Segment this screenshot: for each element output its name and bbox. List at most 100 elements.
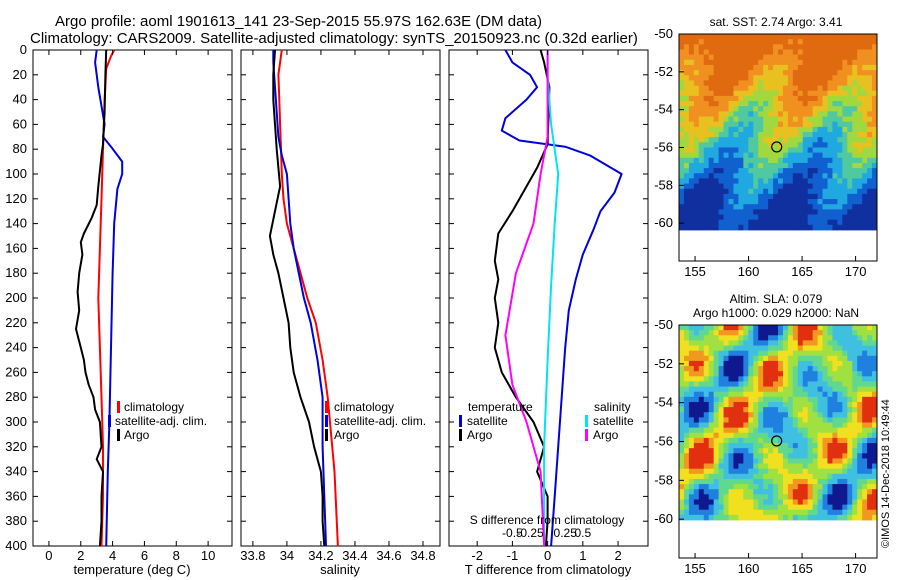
map-cell	[718, 499, 724, 505]
map-cell	[693, 489, 700, 495]
map-cell	[778, 350, 784, 357]
map-cell	[827, 504, 833, 511]
map-cell	[842, 463, 848, 470]
map-cell	[713, 489, 719, 495]
map-cell	[817, 453, 823, 459]
map-cell	[718, 381, 724, 387]
map-cell	[837, 463, 843, 470]
map-cell	[778, 116, 784, 123]
map-cell	[738, 478, 744, 485]
map-cell	[698, 417, 705, 423]
map-cell	[733, 137, 739, 143]
map-cell	[773, 407, 779, 413]
map-cell	[837, 204, 843, 210]
map-cell	[773, 157, 779, 164]
map-cell	[713, 116, 719, 123]
map-cell	[738, 412, 744, 418]
map-cell	[683, 162, 690, 169]
map-cell	[857, 396, 863, 403]
map-cell	[857, 366, 863, 372]
map-cell	[867, 453, 873, 459]
map-cell	[708, 137, 715, 143]
map-cell	[807, 168, 814, 174]
map-cell	[862, 345, 868, 352]
map-cell	[708, 453, 715, 459]
map-cell	[797, 188, 804, 195]
map-cell	[698, 142, 705, 148]
map-cell	[748, 157, 754, 164]
map-cell	[683, 325, 690, 331]
legend-label-climatology: climatology	[124, 400, 184, 414]
map-cell	[679, 80, 685, 86]
map-cell	[842, 453, 848, 459]
map-cell	[787, 95, 794, 102]
map-cell	[872, 142, 878, 148]
map-cell	[847, 111, 853, 117]
map-cell	[822, 463, 828, 470]
map-cell	[738, 183, 744, 190]
map-cell	[872, 514, 878, 521]
map-cell	[842, 325, 848, 331]
x-tick-label: 8	[173, 548, 180, 563]
map-cell	[773, 509, 779, 516]
map-cell	[708, 396, 715, 403]
map-cell	[842, 366, 848, 372]
map-cell	[802, 335, 809, 341]
map-cell	[817, 494, 823, 500]
map-cell	[683, 391, 690, 398]
map-cell	[763, 85, 769, 92]
map-cell	[733, 173, 739, 179]
map-cell	[797, 391, 804, 398]
map-cell	[837, 499, 843, 505]
map-cell	[693, 514, 700, 521]
map-cell	[768, 417, 774, 423]
map-cell	[679, 147, 685, 154]
map-cell	[778, 178, 784, 184]
map-cell	[679, 34, 685, 40]
map-cell	[693, 504, 700, 511]
map-cell	[768, 137, 774, 143]
map-cell	[842, 39, 848, 45]
map-cell	[847, 463, 853, 470]
map-cell	[688, 204, 695, 210]
map-cell	[857, 427, 863, 434]
map-cell	[773, 34, 779, 40]
map-cell	[862, 463, 868, 470]
map-cell	[718, 188, 724, 195]
map-cell	[693, 345, 700, 352]
map-cell	[698, 95, 705, 102]
map-cell	[728, 335, 734, 341]
map-cell	[792, 64, 799, 71]
map-cell	[778, 111, 784, 117]
map-cell	[773, 350, 779, 357]
map-y-tick-label: -50	[654, 26, 673, 41]
map-cell	[852, 152, 858, 159]
map-cell	[867, 514, 873, 521]
map-cell	[723, 34, 729, 40]
map-cell	[792, 355, 799, 362]
map-cell	[688, 386, 695, 393]
map-cell	[802, 121, 809, 128]
map-cell	[768, 101, 774, 107]
map-cell	[743, 95, 749, 102]
map-cell	[703, 427, 710, 434]
map-cell	[847, 59, 853, 66]
map-cell	[728, 484, 734, 490]
map-cell	[713, 422, 719, 429]
map-cell	[718, 178, 724, 184]
map-cell	[832, 116, 838, 123]
map-cell	[768, 427, 774, 434]
map-cell	[817, 422, 823, 429]
s-diff-tick-label: 0.5	[574, 526, 591, 540]
map-cell	[817, 178, 823, 184]
map-cell	[763, 407, 769, 413]
map-cell	[872, 417, 878, 423]
map-cell	[698, 386, 705, 393]
map-cell	[807, 44, 814, 50]
map-cell	[807, 173, 814, 179]
map-cell	[753, 453, 759, 459]
map-cell	[693, 101, 700, 107]
map-cell	[743, 407, 749, 413]
map-cell	[807, 183, 814, 190]
map-cell	[718, 49, 724, 56]
